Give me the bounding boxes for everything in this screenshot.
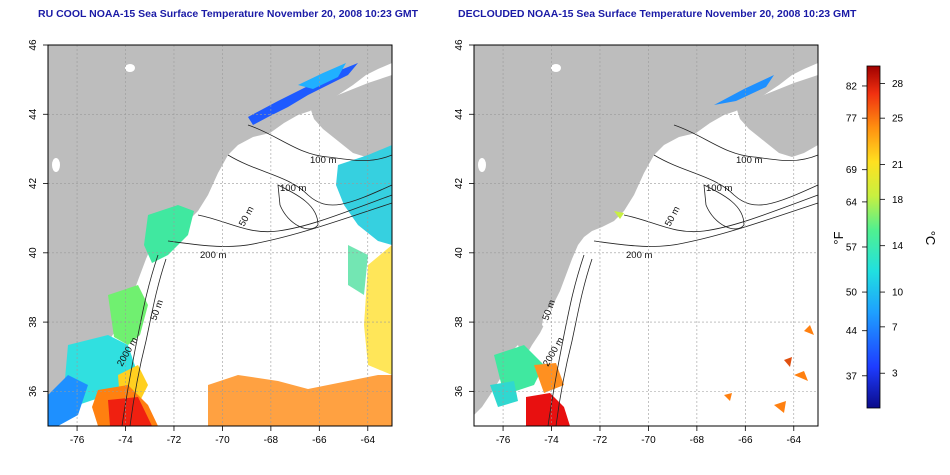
lon-tick-label: -66: [738, 435, 753, 446]
axis-ticks: -76 -74 -72 -70 -68 -66 -64 36 38 40 42 44 46: [454, 39, 801, 446]
colorbar-unit-f: °F: [831, 231, 846, 244]
lat-tick-label: 40: [28, 247, 39, 259]
fahrenheit-tick-label: 57: [846, 242, 858, 253]
lat-tick-label: 46: [28, 39, 39, 51]
bay-delaware: [542, 307, 554, 331]
lat-tick-label: 36: [28, 385, 39, 397]
celsius-tick-label: 25: [892, 114, 904, 125]
lon-tick-label: -70: [641, 435, 656, 446]
contour-label: 100 m: [280, 183, 306, 194]
fahrenheit-tick-label: 69: [846, 165, 858, 176]
lon-tick-label: -64: [787, 435, 802, 446]
celsius-tick-label: 21: [892, 160, 904, 171]
sst-patches: [490, 75, 814, 426]
left-panel-title: RU COOL NOAA-15 Sea Surface Temperature …: [38, 8, 419, 20]
land-mass-east: [736, 75, 818, 157]
lake: [52, 158, 60, 172]
right-panel-title: DECLOUDED NOAA-15 Sea Surface Temperatur…: [458, 8, 857, 20]
fahrenheit-tick-label: 64: [846, 197, 858, 208]
lat-tick-label: 44: [454, 108, 465, 120]
isobath-contours: [121, 124, 393, 427]
fahrenheit-tick-label: 82: [846, 81, 858, 92]
contour-label: 200 m: [626, 250, 652, 261]
celsius-tick-label: 7: [892, 322, 898, 333]
celsius-tick-label: 14: [892, 241, 904, 252]
map-frame: [47, 44, 393, 427]
fahrenheit-tick-label: 50: [846, 288, 858, 299]
land-mass: [474, 45, 818, 415]
celsius-tick-label: 3: [892, 369, 898, 380]
lon-tick-label: -70: [215, 435, 230, 446]
lat-tick-label: 36: [454, 385, 465, 397]
celsius-tick-label: 28: [892, 79, 904, 90]
lon-tick-label: -76: [496, 435, 511, 446]
lon-tick-label: -74: [544, 435, 559, 446]
axis-ticks: -76 -74 -72 -70 -68 -66 -64 36 38 40 42 44 46: [28, 39, 375, 446]
lon-tick-label: -72: [167, 435, 182, 446]
colorbar-scale: [866, 65, 881, 409]
lake: [551, 64, 561, 72]
colorbar-unit-c: °C: [923, 231, 938, 246]
fahrenheit-tick-label: 44: [846, 326, 858, 337]
lon-tick-label: -66: [312, 435, 327, 446]
contour-label: 200 m: [200, 250, 226, 261]
temperature-colorbar: °F °C 28 25 21 18 14 10 7 3 82 77 69 64 57 50 44 37: [831, 65, 938, 409]
lat-lon-grid: [474, 44, 818, 426]
isobath-contours: [547, 124, 819, 427]
celsius-tick-label: 18: [892, 195, 904, 206]
lat-tick-label: 38: [454, 316, 465, 328]
lon-tick-label: -68: [264, 435, 279, 446]
fahrenheit-tick-label: 77: [846, 114, 858, 125]
right-map-panel: 100 m 100 m 50 m 200 m 50 m 2000 m -76 -7…: [454, 39, 819, 446]
lat-tick-label: 42: [454, 178, 465, 190]
celsius-tick-label: 10: [892, 288, 904, 299]
lon-tick-label: -64: [361, 435, 376, 446]
fahrenheit-tick-label: 37: [846, 371, 858, 382]
lat-tick-label: 42: [28, 178, 39, 190]
lat-tick-label: 38: [28, 316, 39, 328]
lon-tick-label: -72: [593, 435, 608, 446]
lake: [478, 158, 486, 172]
lat-tick-label: 40: [454, 247, 465, 259]
lat-tick-label: 46: [454, 39, 465, 51]
contour-label: 100 m: [706, 183, 732, 194]
lon-tick-label: -76: [70, 435, 85, 446]
colorbar-ticks: 28 25 21 18 14 10 7 3 82 77 69 64 57 50 44 37: [846, 79, 904, 382]
map-frame: [473, 44, 819, 427]
lat-tick-label: 44: [28, 108, 39, 120]
lon-tick-label: -74: [118, 435, 133, 446]
lon-tick-label: -68: [690, 435, 705, 446]
land-mass: [48, 45, 392, 415]
contour-label: 100 m: [310, 155, 336, 166]
land-mass-east: [310, 75, 392, 157]
contour-label: 100 m: [736, 155, 762, 166]
left-map-panel: 100 m 100 m 50 m 200 m 50 m 2000 m -76 -7…: [28, 39, 393, 446]
lat-lon-grid: [48, 44, 392, 426]
lake: [125, 64, 135, 72]
